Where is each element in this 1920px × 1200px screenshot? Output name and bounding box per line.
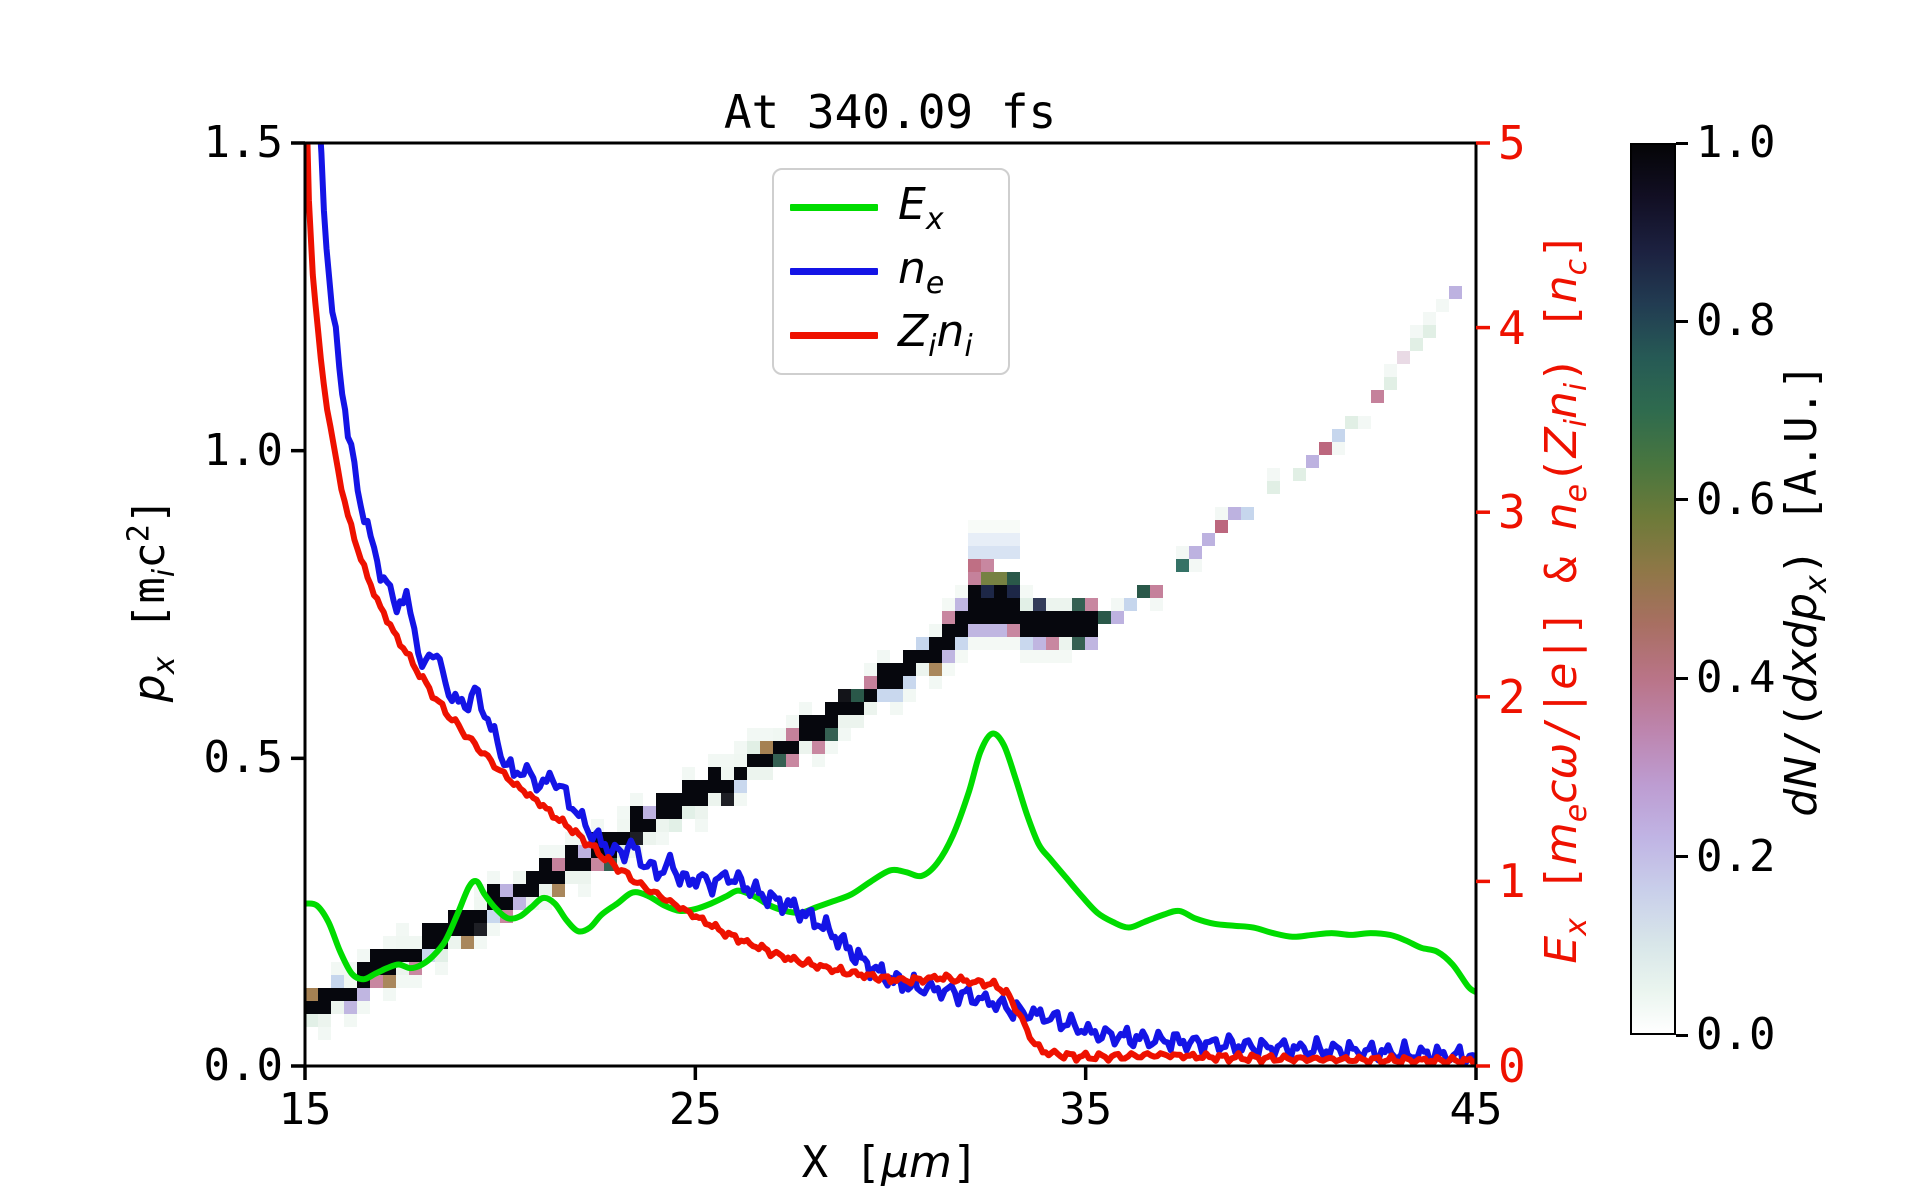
zini-curve xyxy=(305,143,1476,1066)
legend-item-ex: Ex xyxy=(790,179,1008,237)
colorbar-tick-label: 0.2 xyxy=(1696,830,1776,882)
colorbar-tick-label: 1.0 xyxy=(1696,117,1776,168)
colorbar-tick xyxy=(1676,319,1688,323)
legend-item-ne: ne xyxy=(790,242,1008,301)
legend: Ex ne Zini xyxy=(772,168,1010,375)
colorbar-tick-label: 0.4 xyxy=(1696,652,1776,704)
colorbar-tick xyxy=(1676,855,1688,859)
legend-label-ex: Ex xyxy=(898,178,944,237)
colorbar-tick xyxy=(1676,1033,1688,1037)
y-right-tick-label: 2 xyxy=(1498,669,1526,724)
colorbar-tick-label: 0.6 xyxy=(1696,473,1776,525)
phase-space-heatmap xyxy=(305,286,1462,1040)
colorbar-tick-label: 0.8 xyxy=(1696,295,1776,347)
colorbar-tick xyxy=(1676,676,1688,680)
y-left-tick-label: 1.5 xyxy=(203,117,283,168)
legend-label-ne: ne xyxy=(898,242,945,301)
y-right-tick-label: 4 xyxy=(1498,300,1526,355)
x-axis-label: X [μm] xyxy=(801,1137,979,1188)
y-right-tick-label: 1 xyxy=(1498,854,1526,909)
y-left-tick-label: 0.5 xyxy=(203,732,283,784)
y-right-axis-label: Ex [mecω/|e|] & ne(Zini) [nc] xyxy=(1536,232,1594,964)
legend-line-ex xyxy=(790,204,878,212)
colorbar-tick xyxy=(1676,141,1688,145)
colorbar-label: dN/(dxdpx) [A.U.] xyxy=(1776,363,1834,817)
x-tick-label: 45 xyxy=(1449,1084,1503,1135)
y-left-tick-label: 1.0 xyxy=(203,424,283,476)
plot-title: At 340.09 fs xyxy=(723,85,1057,139)
legend-line-zini xyxy=(790,331,878,339)
colorbar-gradient xyxy=(1630,143,1676,1035)
y-right-tick-label: 0 xyxy=(1498,1039,1526,1093)
x-tick-label: 35 xyxy=(1059,1084,1113,1135)
legend-item-zini: Zini xyxy=(790,306,1008,364)
legend-label-zini: Zini xyxy=(898,306,973,365)
ne-curve xyxy=(317,143,1476,1066)
y-left-tick-label: 0.0 xyxy=(203,1040,283,1091)
y-right-tick-label: 5 xyxy=(1498,116,1526,170)
legend-line-ne xyxy=(790,267,878,275)
y-right-tick-label: 3 xyxy=(1498,485,1526,540)
colorbar-tick-label: 0.0 xyxy=(1696,1009,1776,1060)
colorbar-tick xyxy=(1676,498,1688,502)
x-tick-label: 25 xyxy=(668,1084,722,1135)
y-left-axis-label: px [mic2] xyxy=(121,497,182,703)
plot-border xyxy=(303,141,1478,1068)
ex-curve xyxy=(305,730,1476,996)
x-tick-label: 15 xyxy=(278,1084,332,1135)
